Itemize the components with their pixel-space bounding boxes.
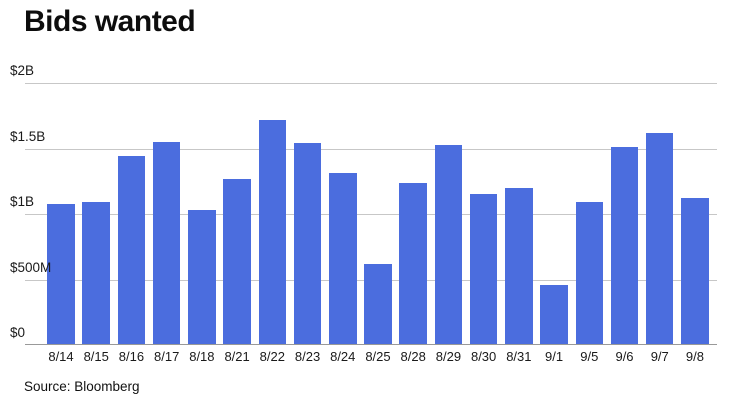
- x-tick-label: 9/6: [615, 349, 634, 364]
- bar-8/24: [329, 173, 357, 345]
- y-tick-label: $1.5B: [10, 128, 46, 144]
- bar-8/23: [293, 143, 322, 345]
- x-tick-label: 8/21: [224, 349, 250, 364]
- bar-9/8: [681, 198, 709, 345]
- x-tick-label: 9/1: [545, 349, 564, 364]
- x-tick-label: 8/14: [48, 349, 74, 364]
- chart-title: Bids wanted: [24, 5, 196, 38]
- x-tick-label: 9/7: [650, 349, 669, 364]
- y-gridline: [25, 83, 717, 84]
- y-tick-label: $1B: [10, 194, 35, 209]
- bar-8/21: [223, 178, 251, 345]
- bar-9/5: [575, 202, 604, 345]
- bar-8/22: [258, 119, 287, 345]
- x-tick-label: 8/31: [506, 349, 532, 364]
- bar-8/17: [152, 141, 181, 345]
- bar-8/16: [117, 156, 146, 345]
- bar-9/6: [610, 147, 639, 345]
- x-tick-label: 9/5: [580, 349, 599, 364]
- x-tick-label: 8/24: [330, 349, 356, 364]
- x-tick-label: 8/15: [83, 349, 109, 364]
- x-tick-label: 8/25: [365, 349, 391, 364]
- plot-area: $2B $1.5B $1B $500M $0 8/14 8/15 8/16 8/17 8/18 8/…: [10, 63, 717, 364]
- bar-8/25: [364, 263, 392, 345]
- bar-8/15: [82, 202, 110, 345]
- bar-9/1: [540, 284, 568, 345]
- x-tick-label: 8/18: [189, 349, 215, 364]
- y-tick-label: $500M: [10, 259, 52, 275]
- x-tick-label: 8/30: [470, 349, 497, 364]
- bar-8/30: [469, 194, 498, 345]
- x-tick-label: 8/23: [294, 349, 321, 364]
- y-tick-label: $0: [10, 325, 26, 340]
- x-tick-label: 8/28: [400, 349, 426, 364]
- x-tick-label: 8/17: [154, 349, 180, 364]
- source-note: Source: Bloomberg: [24, 379, 140, 394]
- bar-8/14: [47, 203, 75, 345]
- x-tick-label: 9/8: [685, 349, 704, 364]
- bar-8/29: [434, 144, 463, 345]
- x-tick-label: 8/29: [435, 349, 462, 364]
- x-tick-label: 8/16: [118, 349, 145, 364]
- bar-9/7: [645, 132, 674, 345]
- bar-8/18: [188, 210, 216, 345]
- bar-8/28: [399, 182, 427, 345]
- y-gridline: [25, 148, 717, 150]
- y-tick-label: $2B: [10, 63, 35, 78]
- x-axis-line: [25, 344, 717, 345]
- x-tick-label: 8/22: [259, 349, 285, 364]
- bar-8/31: [505, 187, 533, 345]
- y-gridline: [25, 214, 717, 215]
